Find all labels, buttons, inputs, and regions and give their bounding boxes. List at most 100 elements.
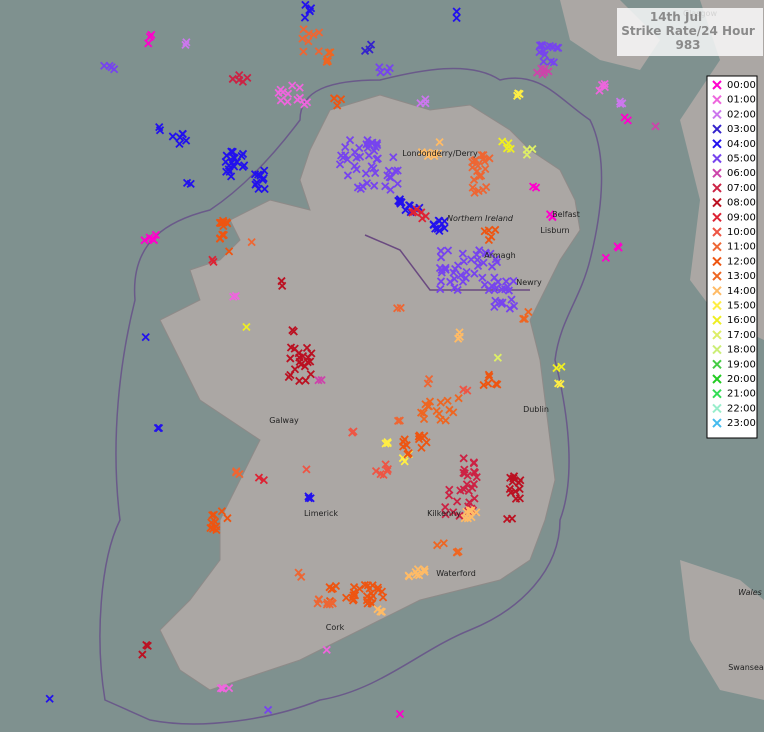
strike-cross (224, 247, 234, 256)
strike-marker (404, 449, 413, 458)
strike-cross (452, 13, 461, 23)
strike-cross (470, 269, 479, 278)
legend-label: 17:00 (727, 330, 756, 341)
territorial-boundary (99, 67, 603, 725)
strike-marker (373, 583, 382, 592)
strike-marker (416, 408, 426, 417)
strike-cross (460, 514, 469, 523)
strike-marker (712, 286, 722, 296)
strike-marker (481, 164, 490, 174)
strike-marker (443, 246, 453, 255)
strike-cross (436, 285, 445, 294)
strike-marker (143, 641, 152, 651)
strike-marker (712, 300, 722, 311)
strike-marker (454, 547, 463, 556)
strike-cross (470, 494, 479, 503)
legend-label: 10:00 (727, 227, 756, 238)
strike-marker (288, 325, 297, 335)
strike-cross (399, 437, 408, 446)
strike-cross (423, 151, 433, 161)
strike-cross (306, 357, 315, 366)
strike-marker (306, 494, 315, 503)
strike-cross (377, 607, 387, 616)
strike-cross (175, 139, 184, 149)
strike-marker (458, 249, 467, 258)
strike-marker (437, 268, 446, 277)
strike-cross (515, 484, 524, 494)
strike-marker (175, 139, 184, 149)
strike-marker (373, 154, 382, 163)
strike-marker (492, 258, 502, 267)
strike-cross (459, 257, 468, 266)
strike-marker (238, 162, 248, 172)
strike-cross (502, 144, 512, 153)
strike-marker (712, 227, 722, 237)
strike-cross (383, 67, 392, 76)
strike-marker (556, 379, 565, 389)
strike-cross (217, 507, 227, 516)
strike-marker (468, 183, 477, 192)
strike-cross (436, 246, 445, 256)
strike-cross (350, 148, 360, 157)
strike-cross (497, 285, 506, 294)
strike-cross (242, 322, 251, 332)
strike-marker (384, 166, 394, 175)
strike-cross (343, 171, 353, 180)
strike-cross (469, 458, 479, 467)
strike-cross (424, 374, 434, 384)
strike-cross (618, 99, 627, 108)
strike-marker (145, 32, 155, 41)
strike-cross (543, 43, 552, 52)
strike-cross (449, 508, 458, 517)
strike-cross (254, 184, 263, 194)
strike-marker (502, 144, 512, 153)
strike-marker (501, 277, 511, 286)
strike-cross (429, 220, 438, 229)
strike-marker (522, 150, 532, 159)
strike-cross (712, 212, 722, 223)
rate-label: Strike Rate/24 Hour (621, 24, 755, 38)
strike-marker (712, 418, 722, 428)
strike-marker (453, 285, 462, 295)
strike-marker (712, 109, 722, 120)
strike-cross (546, 57, 556, 66)
strike-cross (651, 122, 660, 131)
strike-marker (459, 454, 468, 463)
strike-marker (371, 168, 380, 178)
strike-marker (349, 582, 359, 592)
strike-cross (314, 47, 323, 56)
strike-marker (543, 43, 552, 52)
strike-cross (712, 271, 722, 281)
strike-marker (295, 83, 304, 92)
strike-marker (337, 151, 346, 160)
strike-marker (712, 330, 722, 340)
strike-marker (216, 684, 226, 693)
strike-cross (506, 488, 516, 497)
strike-cross (138, 650, 147, 659)
strike-cross (306, 4, 316, 13)
strike-cross (472, 167, 482, 176)
strike-cross (342, 593, 351, 602)
strike-marker (386, 185, 395, 194)
strike-cross (484, 235, 494, 245)
strike-marker (417, 148, 427, 157)
strike-marker (181, 40, 190, 50)
strike-cross (712, 80, 722, 90)
strike-marker (449, 508, 458, 517)
strike-marker (151, 230, 161, 240)
strike-marker (485, 154, 494, 163)
strike-cross (141, 333, 150, 342)
strike-marker (360, 580, 370, 590)
strike-cross (421, 400, 430, 409)
strike-marker (277, 276, 286, 286)
strike-marker (361, 169, 371, 178)
strike-marker (460, 514, 469, 523)
strike-cross (314, 376, 323, 385)
place-label: Armagh (484, 251, 515, 260)
strike-marker (435, 137, 444, 147)
strike-marker (238, 149, 248, 159)
strike-cross (337, 151, 346, 160)
strike-cross (215, 218, 224, 227)
strike-cross (712, 315, 722, 325)
strike-marker (141, 333, 150, 342)
